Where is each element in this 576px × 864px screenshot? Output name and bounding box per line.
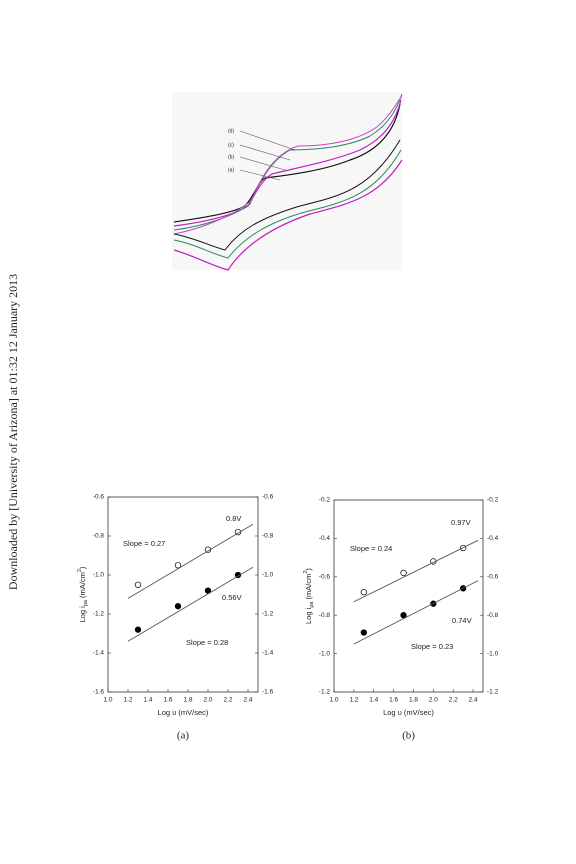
y2-tick-label: -1.0 xyxy=(262,572,274,579)
y2-tick-label: -0.2 xyxy=(487,497,499,504)
y-axis-label-part: Log i xyxy=(304,607,313,624)
fit-line xyxy=(353,539,479,603)
caption: (a) xyxy=(177,730,190,742)
curve-label: (b) xyxy=(228,154,234,160)
curve-label: (a) xyxy=(228,167,234,173)
y-axis-label-part: pa xyxy=(309,601,315,608)
y2-tick-label: -0.8 xyxy=(487,612,499,619)
leader-line xyxy=(239,169,281,181)
x-tick-label: 2.4 xyxy=(243,697,252,704)
x-tick-label: 1.2 xyxy=(123,697,132,704)
annotation: 0.8V xyxy=(226,514,241,523)
curve-label: (d) xyxy=(228,128,234,134)
y-axis-label-part: ) xyxy=(78,566,87,569)
x-tick-label: 1.4 xyxy=(143,697,152,704)
y-axis-label: Log ipa (mA/cm2) xyxy=(77,566,89,622)
y-tick-label: -1.4 xyxy=(93,650,105,657)
data-point xyxy=(400,569,407,577)
annotation: Slope = 0.27 xyxy=(123,539,165,548)
data-point xyxy=(174,562,182,569)
x-tick-label: 1.6 xyxy=(163,697,172,704)
cv-curve xyxy=(173,149,402,259)
cv-curve xyxy=(173,95,403,235)
annotation: Slope = 0.28 xyxy=(186,638,228,647)
x-tick-label: 1.2 xyxy=(349,697,358,704)
x-axis-label: Log υ (mV/sec) xyxy=(158,708,209,717)
y-tick-label: -1.6 xyxy=(93,689,105,696)
y2-tick-label: -0.6 xyxy=(487,574,499,581)
y2-tick-label: -1.4 xyxy=(262,650,274,657)
y2-tick-label: -1.2 xyxy=(487,689,499,696)
y2-tick-label: -0.6 xyxy=(262,494,274,501)
sidebar: Downloaded by [University of Arizona] at… xyxy=(6,274,20,590)
leader-line xyxy=(239,144,291,161)
y-tick-label: -1.0 xyxy=(319,650,331,657)
y-tick-label: -1.2 xyxy=(319,689,331,696)
annotation: 0.56V xyxy=(222,593,242,602)
plot-frame xyxy=(333,499,484,693)
x-tick-label: 1.4 xyxy=(369,697,378,704)
y-tick-label: -0.2 xyxy=(319,497,331,504)
x-axis-label: Log υ (mV/sec) xyxy=(383,708,434,717)
y-axis-label: Log ipa (mA/cm2) xyxy=(303,568,315,624)
y2-tick-label: -0.8 xyxy=(262,533,274,540)
y-axis-label-part: ) xyxy=(304,568,313,571)
y-axis-label-part: 2 xyxy=(77,569,83,572)
y-tick-label: -1.0 xyxy=(93,572,105,579)
fit-line xyxy=(127,523,254,599)
x-tick-label: 2.0 xyxy=(429,697,438,704)
y2-tick-label: -1.6 xyxy=(262,689,274,696)
y2-tick-label: -0.4 xyxy=(487,535,499,542)
annotation: 0.74V xyxy=(452,616,472,625)
y-axis-label-part: Log i xyxy=(78,606,87,623)
x-tick-label: 1.8 xyxy=(183,697,192,704)
data-point xyxy=(360,589,367,596)
fit-line xyxy=(353,580,479,645)
cv-figure: (d) (c) (b) (a) xyxy=(172,92,403,271)
y-tick-label: -0.6 xyxy=(93,494,105,501)
leader-line xyxy=(239,156,286,171)
curve-label: (c) xyxy=(228,142,234,148)
leader-line xyxy=(239,130,296,151)
cv-background xyxy=(172,92,402,270)
x-tick-label: 2.4 xyxy=(469,697,478,704)
x-tick-label: 2.2 xyxy=(449,697,458,704)
y-axis-label-part: (mA/cm xyxy=(78,572,87,600)
cv-curve xyxy=(173,139,401,251)
y-tick-label: -1.2 xyxy=(93,611,105,618)
annotation: 0.97V xyxy=(451,518,471,527)
plot-frame xyxy=(107,496,259,693)
x-tick-label: 1.0 xyxy=(329,697,338,704)
y-tick-label: -0.4 xyxy=(319,535,331,542)
y-axis-label-part: 2 xyxy=(303,571,309,574)
y-tick-label: -0.8 xyxy=(93,533,105,540)
y-tick-label: -0.8 xyxy=(319,612,331,619)
data-point xyxy=(400,612,407,619)
x-tick-label: 1.6 xyxy=(389,697,398,704)
x-tick-label: 2.2 xyxy=(223,697,232,704)
cv-curve xyxy=(173,159,403,271)
data-point xyxy=(174,603,182,610)
data-point xyxy=(360,629,367,636)
data-point xyxy=(134,626,142,633)
y-axis-label-part: pa xyxy=(83,599,89,606)
y2-tick-label: -1.2 xyxy=(262,611,274,618)
caption: (b) xyxy=(402,730,415,742)
x-tick-label: 1.0 xyxy=(103,697,112,704)
annotation: Slope = 0.24 xyxy=(350,544,392,553)
data-point xyxy=(134,581,142,588)
fit-line xyxy=(127,566,254,642)
annotation: Slope = 0.23 xyxy=(411,642,453,651)
y-axis-label-part: (mA/cm xyxy=(304,574,313,602)
y2-tick-label: -1.0 xyxy=(487,650,499,657)
x-tick-label: 1.8 xyxy=(409,697,418,704)
x-tick-label: 2.0 xyxy=(203,697,212,704)
y-tick-label: -0.6 xyxy=(319,574,331,581)
